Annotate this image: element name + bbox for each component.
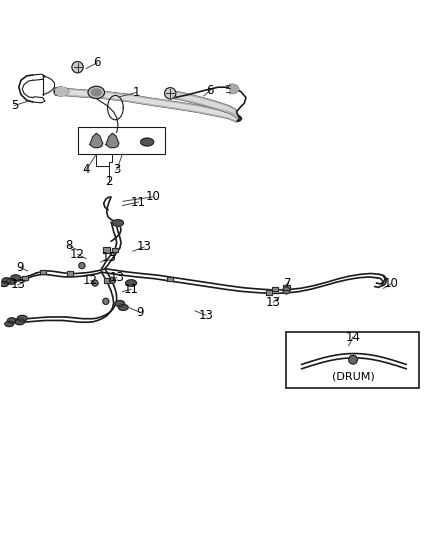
Ellipse shape [141, 138, 154, 146]
Polygon shape [67, 271, 73, 276]
Polygon shape [104, 278, 110, 282]
Text: 13: 13 [102, 251, 117, 264]
Ellipse shape [0, 281, 8, 287]
Text: 13: 13 [11, 278, 25, 291]
Polygon shape [22, 276, 28, 280]
Polygon shape [40, 270, 46, 274]
Text: 8: 8 [65, 239, 73, 252]
Polygon shape [167, 277, 173, 281]
Polygon shape [103, 247, 110, 253]
Polygon shape [56, 88, 237, 122]
Ellipse shape [18, 316, 27, 321]
Circle shape [92, 280, 98, 286]
Text: 6: 6 [93, 56, 101, 69]
Circle shape [349, 356, 357, 364]
Ellipse shape [126, 280, 137, 286]
Circle shape [110, 277, 116, 284]
Text: 14: 14 [346, 330, 360, 343]
Polygon shape [266, 290, 272, 295]
Text: 3: 3 [113, 164, 120, 176]
Polygon shape [113, 248, 118, 252]
Text: 9: 9 [136, 306, 144, 319]
Text: 7: 7 [284, 277, 292, 289]
Ellipse shape [115, 301, 125, 306]
Ellipse shape [88, 86, 105, 99]
Text: 13: 13 [137, 240, 152, 253]
Circle shape [79, 263, 85, 269]
Text: 6: 6 [207, 84, 214, 96]
Text: 9: 9 [16, 261, 23, 274]
Polygon shape [283, 285, 290, 290]
Text: 11: 11 [131, 196, 146, 208]
Text: 2: 2 [106, 175, 113, 188]
Circle shape [165, 87, 176, 99]
Ellipse shape [11, 275, 21, 281]
Circle shape [103, 298, 109, 304]
Ellipse shape [5, 321, 14, 327]
Text: (DRUM): (DRUM) [332, 371, 374, 381]
Text: 13: 13 [110, 271, 124, 284]
Ellipse shape [113, 220, 124, 226]
Ellipse shape [7, 318, 16, 323]
Text: 4: 4 [82, 164, 90, 176]
Circle shape [72, 61, 83, 73]
Ellipse shape [15, 319, 25, 325]
Ellipse shape [118, 304, 128, 310]
Polygon shape [272, 287, 278, 292]
Text: 13: 13 [198, 309, 213, 322]
Text: 10: 10 [145, 190, 160, 204]
Bar [78, 127, 165, 154]
Text: 11: 11 [124, 282, 138, 296]
Polygon shape [56, 87, 69, 96]
Circle shape [283, 287, 290, 294]
Polygon shape [170, 91, 237, 118]
Polygon shape [90, 133, 103, 148]
Ellipse shape [2, 278, 11, 283]
Text: 1: 1 [133, 86, 140, 99]
Polygon shape [230, 85, 239, 93]
Text: 12: 12 [70, 248, 85, 261]
Polygon shape [106, 133, 119, 148]
Bar [286, 332, 419, 389]
Ellipse shape [7, 278, 16, 284]
Text: 10: 10 [384, 277, 398, 290]
Text: 5: 5 [11, 99, 18, 112]
Text: 13: 13 [266, 296, 281, 309]
Ellipse shape [92, 89, 101, 96]
Text: 12: 12 [83, 274, 98, 287]
